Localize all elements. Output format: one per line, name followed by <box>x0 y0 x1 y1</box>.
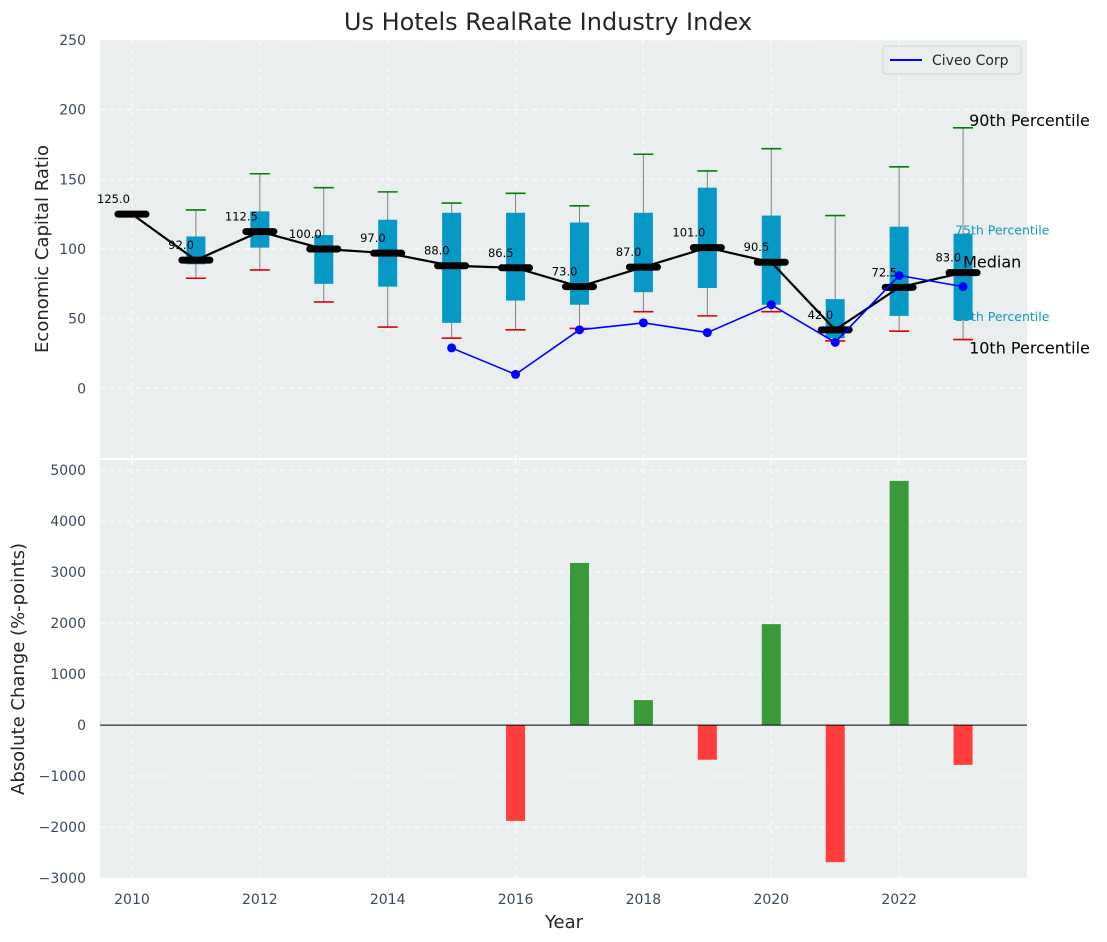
median-value-label-2021: 42.0 <box>808 308 834 322</box>
median-value-label-2012: 112.5 <box>225 210 258 224</box>
p10-label: 10th Percentile <box>969 339 1090 358</box>
legend-box <box>882 45 1022 75</box>
x-tick-label: 2014 <box>370 892 406 908</box>
bottom-y-tick-label: −2000 <box>39 820 86 836</box>
median-value-label-2014: 97.0 <box>360 231 386 245</box>
median-value-label-2015: 88.0 <box>424 244 450 258</box>
bottom-plot-area <box>100 460 1027 878</box>
x-tick-label: 2016 <box>498 892 534 908</box>
median-value-label-2020: 90.5 <box>744 240 770 254</box>
top-y-tick-label: 50 <box>68 312 86 328</box>
p75-label: 75th Percentile <box>955 223 1050 238</box>
company-point-2019 <box>702 328 712 338</box>
x-tick-label: 2012 <box>242 892 278 908</box>
bottom-x-ticks: 2010 2012 2014 2016 2018 2020 2022 <box>114 892 917 908</box>
iqr-box-2018 <box>633 212 653 293</box>
x-tick-label: 2020 <box>753 892 789 908</box>
median-label: Median <box>963 253 1021 272</box>
iqr-box-2023 <box>953 233 973 321</box>
change-bar-2018 <box>633 700 653 726</box>
bottom-y-tick-label: 1000 <box>50 667 86 683</box>
p90-label: 90th Percentile <box>969 111 1090 130</box>
bottom-marks <box>100 480 1027 863</box>
x-tick-label: 2010 <box>114 892 150 908</box>
median-value-label-2018: 87.0 <box>616 245 642 259</box>
company-point-2017 <box>574 325 584 335</box>
iqr-box-2016 <box>506 212 526 301</box>
median-value-label-2010: 125.0 <box>97 192 130 206</box>
top-y-tick-label: 150 <box>59 172 86 188</box>
bottom-panel: −3000 −2000 −1000 0 1000 2000 3000 4000 5000 201… <box>8 460 1027 933</box>
company-point-2023 <box>958 282 968 292</box>
x-tick-label: 2018 <box>626 892 662 908</box>
change-bar-2020 <box>761 624 781 726</box>
median-value-label-2017: 73.0 <box>552 265 578 279</box>
company-point-2020 <box>766 300 776 310</box>
change-bar-2019 <box>697 725 717 760</box>
bottom-y-tick-label: 0 <box>77 718 86 734</box>
bottom-y-tick-label: 4000 <box>50 514 86 530</box>
change-bar-2023 <box>953 725 973 765</box>
company-point-2015 <box>447 343 457 353</box>
top-y-tick-label: 100 <box>59 242 86 258</box>
legend-label: Civeo Corp <box>932 53 1009 69</box>
bottom-y-tick-label: 2000 <box>50 616 86 632</box>
bottom-y-tick-label: −1000 <box>39 769 86 785</box>
top-y-ticks: 0 50 100 150 200 250 <box>59 33 86 397</box>
company-point-2021 <box>830 337 840 347</box>
top-y-tick-label: 0 <box>77 381 86 397</box>
top-marks: 125.0 92.0 112.5 100.0 97.0 88.0 86.5 73.0 87.0 1… <box>97 111 1090 379</box>
top-y-tick-label: 250 <box>59 33 86 49</box>
bottom-y-tick-label: 3000 <box>50 565 86 581</box>
median-value-label-2016: 86.5 <box>488 246 514 260</box>
bottom-y-axis-label: Absolute Change (%-points) <box>8 543 29 795</box>
company-point-2022 <box>894 270 904 280</box>
p25-label: 25th Percentile <box>955 309 1050 324</box>
company-point-2018 <box>638 318 648 328</box>
company-point-2016 <box>511 369 521 379</box>
change-bar-2017 <box>569 562 589 726</box>
x-tick-label: 2022 <box>881 892 917 908</box>
bottom-y-tick-label: −3000 <box>39 871 86 887</box>
legend: Civeo Corp <box>882 45 1022 75</box>
change-bar-2016 <box>506 725 526 821</box>
median-value-label-2019: 101.0 <box>672 226 705 240</box>
iqr-box-2013 <box>314 235 334 284</box>
median-value-label-2013: 100.0 <box>289 227 322 241</box>
top-y-tick-label: 200 <box>59 103 86 119</box>
top-panel: 0 50 100 150 200 250 Economic Capital Ratio 1… <box>32 33 1090 458</box>
change-bar-2021 <box>825 725 845 863</box>
top-y-axis-label: Economic Capital Ratio <box>32 145 53 353</box>
bottom-y-tick-label: 5000 <box>50 463 86 479</box>
median-value-label-2022: 72.5 <box>872 265 898 279</box>
median-value-label-2011: 92.0 <box>168 238 194 252</box>
x-axis-label: Year <box>544 912 584 933</box>
iqr-box-2019 <box>697 187 717 289</box>
chart-title: Us Hotels RealRate Industry Index <box>344 8 752 36</box>
change-bar-2022 <box>889 480 909 726</box>
bottom-y-ticks: −3000 −2000 −1000 0 1000 2000 3000 4000 5000 <box>39 463 86 887</box>
median-value-label-2023: 83.0 <box>935 251 961 265</box>
